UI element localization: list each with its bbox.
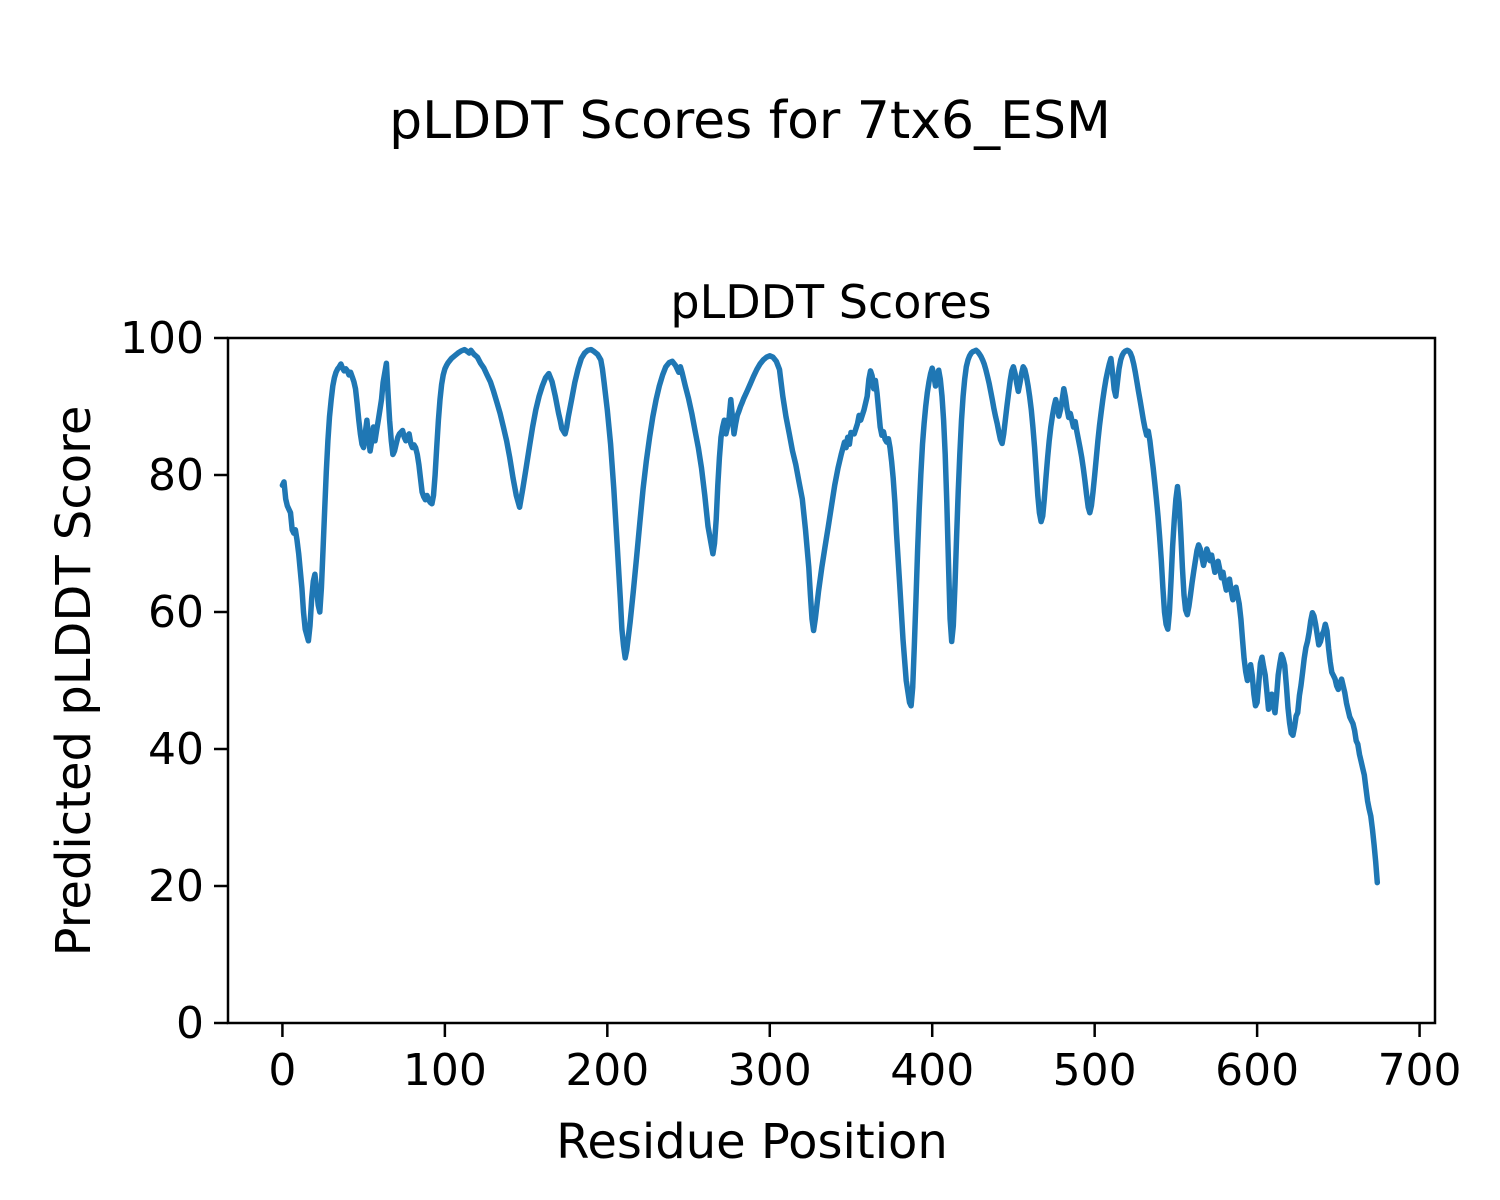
x-tick-label: 500 bbox=[1053, 1045, 1137, 1096]
figure-suptitle: pLDDT Scores for 7tx6_ESM bbox=[389, 91, 1111, 151]
x-tick-label: 400 bbox=[890, 1045, 974, 1096]
plddt-line bbox=[279, 346, 1381, 886]
x-tick-label: 0 bbox=[268, 1045, 296, 1096]
x-tick-label: 100 bbox=[403, 1045, 487, 1096]
y-tick-label: 100 bbox=[120, 313, 204, 364]
x-tick-label: 600 bbox=[1215, 1045, 1299, 1096]
y-axis-label: Predicted pLDDT Score bbox=[46, 406, 102, 957]
y-tick-label: 40 bbox=[148, 724, 204, 775]
x-tick-label: 200 bbox=[565, 1045, 649, 1096]
plot-frame bbox=[226, 336, 1437, 1025]
y-tick-label: 80 bbox=[148, 450, 204, 501]
y-tick-label: 60 bbox=[148, 587, 204, 638]
axes-title: pLDDT Scores bbox=[670, 275, 991, 329]
y-tick-label: 20 bbox=[148, 861, 204, 912]
y-axis-ticks: 0 20 40 60 80 100 bbox=[120, 313, 228, 1049]
y-tick-label: 0 bbox=[176, 998, 204, 1049]
x-tick-label: 300 bbox=[728, 1045, 812, 1096]
x-tick-label: 700 bbox=[1378, 1045, 1462, 1096]
x-axis-ticks: 0 100 200 300 400 500 600 700 bbox=[268, 1023, 1462, 1096]
x-axis-label: Residue Position bbox=[556, 1114, 948, 1170]
